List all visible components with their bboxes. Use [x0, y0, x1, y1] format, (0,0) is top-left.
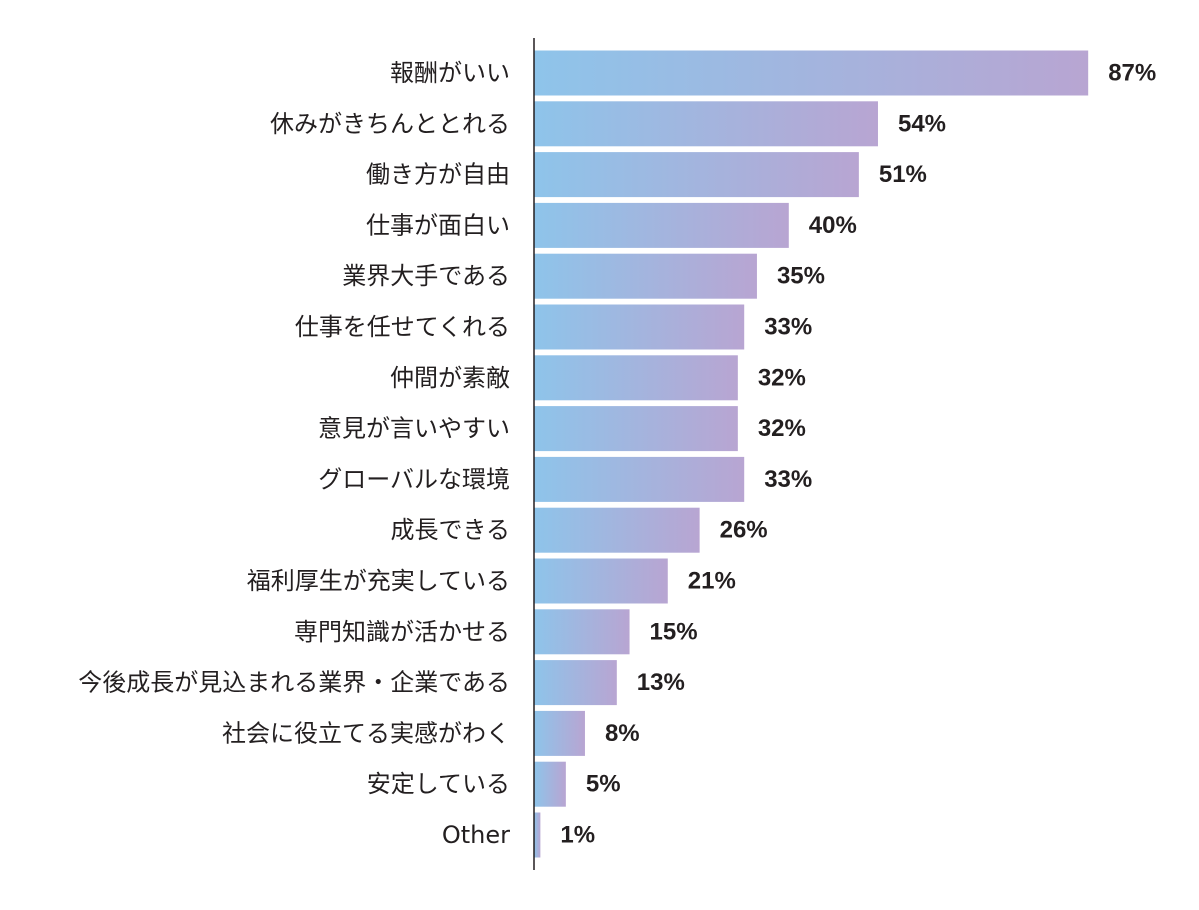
value-label-11: 15% — [650, 618, 698, 645]
value-label-8: 33% — [764, 466, 812, 493]
value-label-4: 35% — [777, 263, 825, 290]
category-label-12: 今後成長が見込まれる業界・企業である — [78, 669, 510, 697]
value-label-7: 32% — [758, 415, 806, 442]
bar-7 — [534, 406, 738, 452]
bar-0 — [534, 50, 1089, 96]
bar-1 — [534, 101, 878, 147]
category-labels-group: 報酬がいい休みがきちんととれる働き方が自由仕事が面白い業界大手である仕事を任せて… — [78, 59, 510, 849]
value-label-0: 87% — [1108, 60, 1156, 87]
bar-15 — [534, 812, 541, 858]
bar-10 — [534, 558, 668, 604]
value-label-2: 51% — [879, 161, 927, 188]
bar-8 — [534, 456, 745, 502]
category-label-8: グローバルな環境 — [318, 465, 510, 493]
bar-12 — [534, 660, 617, 706]
value-label-14: 5% — [586, 771, 621, 798]
bar-2 — [534, 152, 859, 198]
value-label-1: 54% — [898, 110, 946, 137]
value-label-6: 32% — [758, 364, 806, 391]
category-label-10: 福利厚生が充実している — [247, 567, 510, 595]
bar-11 — [534, 609, 630, 655]
bar-14 — [534, 761, 566, 807]
value-label-3: 40% — [809, 212, 857, 239]
bar-13 — [534, 710, 585, 756]
value-label-15: 1% — [560, 822, 595, 849]
category-label-15: Other — [442, 821, 510, 849]
category-label-11: 専門知識が活かせる — [294, 618, 510, 646]
category-label-7: 意見が言いやすい — [318, 415, 510, 443]
value-label-12: 13% — [637, 669, 685, 696]
category-label-6: 仲間が素敵 — [390, 364, 510, 392]
bar-5 — [534, 304, 745, 350]
category-label-9: 成長できる — [390, 516, 510, 544]
bar-9 — [534, 507, 700, 553]
category-label-13: 社会に役立てる実感がわく — [222, 719, 510, 747]
value-label-13: 8% — [605, 720, 640, 747]
category-label-1: 休みがきちんととれる — [270, 110, 510, 138]
bar-3 — [534, 202, 789, 248]
category-label-2: 働き方が自由 — [366, 161, 510, 189]
value-label-9: 26% — [720, 517, 768, 544]
category-label-5: 仕事を任せてくれる — [295, 313, 510, 341]
value-label-10: 21% — [688, 568, 736, 595]
value-label-5: 33% — [764, 314, 812, 341]
category-label-14: 安定している — [367, 770, 510, 798]
category-label-4: 業界大手である — [342, 262, 510, 290]
bars-group — [534, 50, 1089, 858]
bar-6 — [534, 355, 738, 401]
bar-4 — [534, 253, 757, 299]
category-label-0: 報酬がいい — [390, 59, 510, 87]
category-label-3: 仕事が面白い — [366, 211, 510, 239]
value-labels-group: 87% 54% 51% 40% 35% 33% 32% 32% 33% 26% 21% 15% 13% 8… — [560, 60, 1156, 849]
